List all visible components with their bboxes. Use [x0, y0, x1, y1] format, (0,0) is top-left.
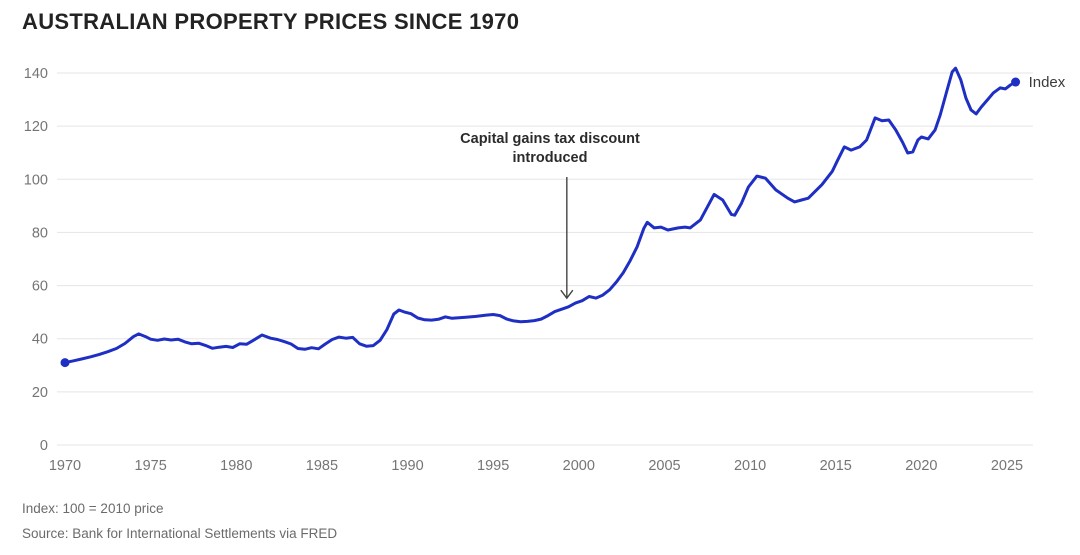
- y-tick-label-20: 20: [32, 385, 48, 401]
- x-tick-label-2010: 2010: [734, 458, 766, 474]
- x-tick-label-2020: 2020: [905, 458, 937, 474]
- y-tick-label-80: 80: [32, 225, 48, 241]
- x-tick-label-1970: 1970: [49, 458, 81, 474]
- x-tick-label-1995: 1995: [477, 458, 509, 474]
- property-price-line-chart: 0 20 40 60 80 100 120 140 1970 1975 1980 1985 1990 19…: [24, 66, 1066, 474]
- index-line-series: [63, 66, 1018, 365]
- y-tick-label-40: 40: [32, 332, 48, 348]
- y-tick-label-120: 120: [24, 119, 48, 135]
- y-tick-label-140: 140: [24, 66, 48, 82]
- y-tick-label-0: 0: [40, 438, 48, 454]
- x-tick-label-2000: 2000: [563, 458, 595, 474]
- x-tick-label-1975: 1975: [135, 458, 167, 474]
- x-tick-label-2015: 2015: [820, 458, 852, 474]
- x-tick-label-2025: 2025: [991, 458, 1023, 474]
- y-tick-label-60: 60: [32, 279, 48, 295]
- x-tick-label-1980: 1980: [220, 458, 252, 474]
- x-tick-label-1985: 1985: [306, 458, 338, 474]
- index-definition-note: Index: 100 = 2010 price: [22, 501, 164, 516]
- annotation-line-2: introduced: [512, 150, 588, 166]
- series-end-dot: [1011, 77, 1021, 87]
- source-attribution: Source: Bank for International Settlemen…: [22, 526, 338, 541]
- x-tick-label-1990: 1990: [391, 458, 423, 474]
- annotation-capital-gains: Capital gains tax discount introduced: [410, 130, 690, 168]
- y-tick-label-100: 100: [24, 172, 48, 188]
- x-tick-label-2005: 2005: [648, 458, 680, 474]
- annotation-line-1: Capital gains tax discount: [460, 131, 640, 147]
- series-start-dot: [60, 358, 70, 368]
- annotation-arrow: [560, 177, 574, 300]
- series-end-label: Index: [1029, 74, 1066, 91]
- chart-title: AUSTRALIAN PROPERTY PRICES SINCE 1970: [22, 9, 520, 34]
